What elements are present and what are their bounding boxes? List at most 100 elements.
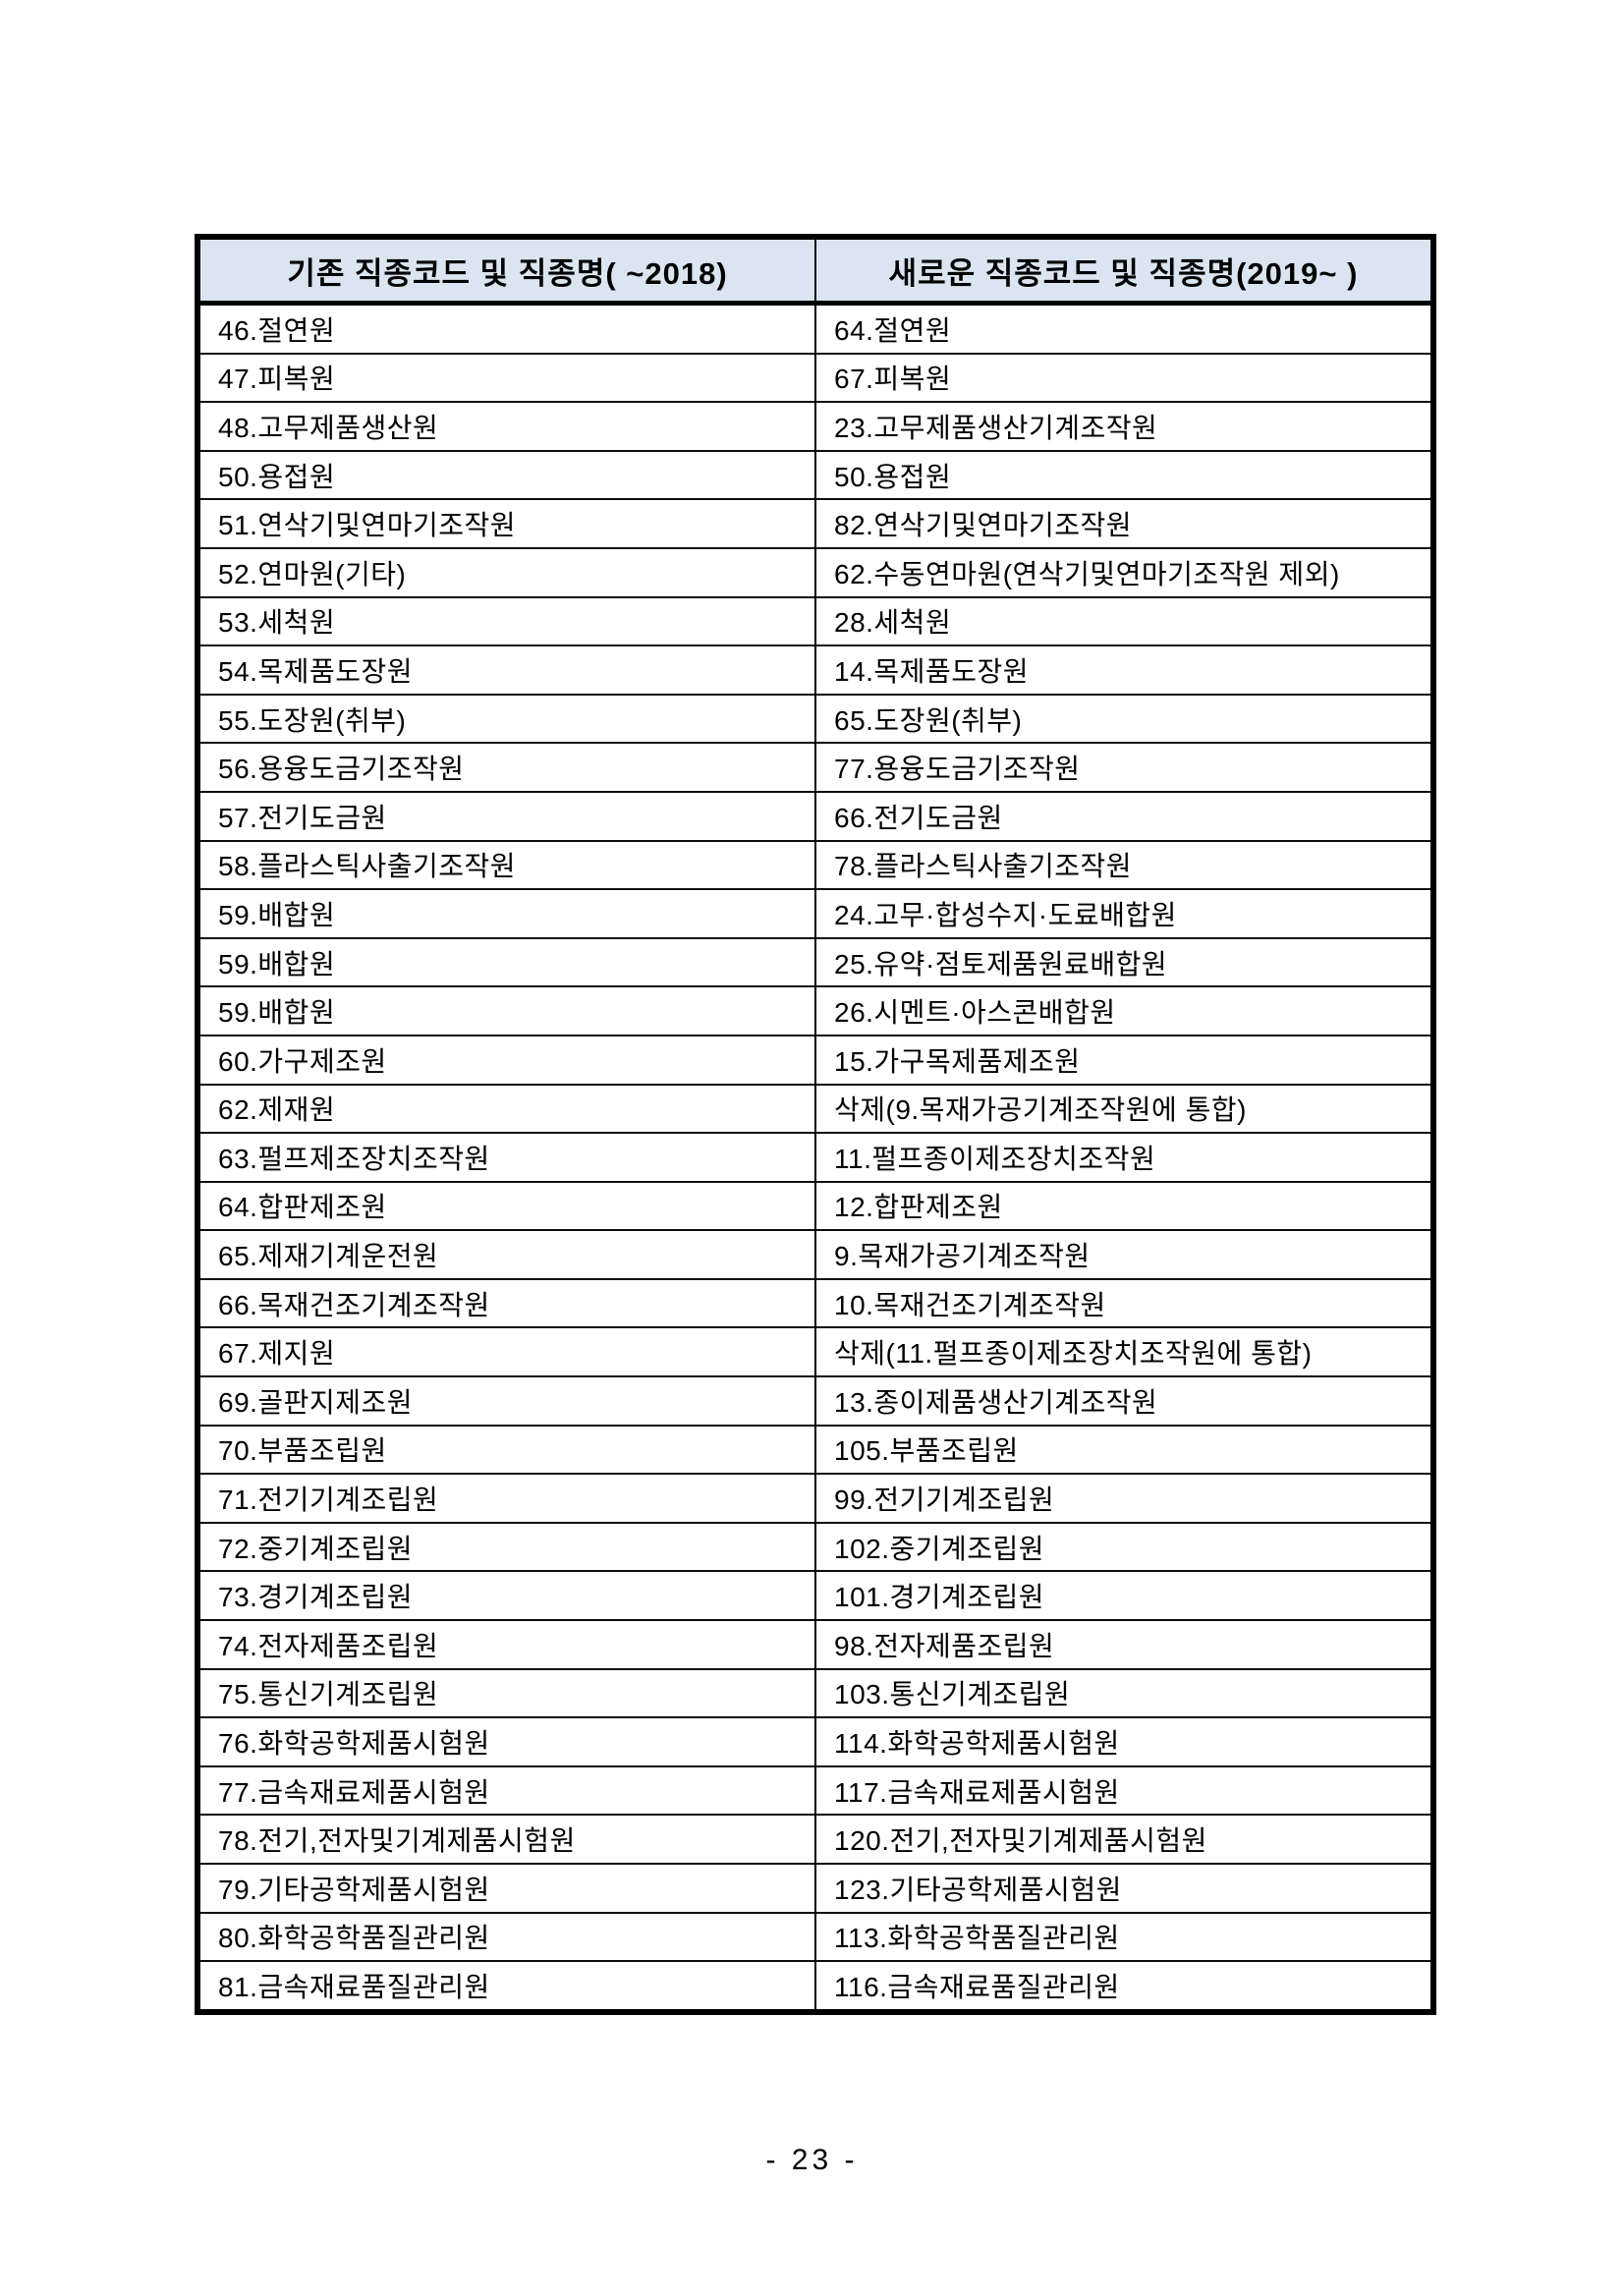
cell-old-job: 55.도장원(취부) — [197, 693, 816, 744]
cell-old-job: 47.피복원 — [197, 352, 816, 403]
cell-new-job: 26.시멘트·아스콘배합원 — [815, 985, 1433, 1036]
table-row: 74.전자제품조립원 98.전자제품조립원 — [197, 1619, 1433, 1669]
table-row: 62.제재원 삭제(9.목재가공기계조작원에 통합) — [197, 1083, 1433, 1134]
table-row: 59.배합원 24.고무·합성수지·도료배합원 — [197, 888, 1433, 938]
cell-old-job: 51.연삭기및연마기조작원 — [197, 498, 816, 548]
cell-new-job: 101.경기계조립원 — [815, 1570, 1433, 1621]
table-row: 72.중기계조립원 102.중기계조립원 — [197, 1521, 1433, 1572]
cell-old-job: 73.경기계조립원 — [197, 1570, 816, 1621]
cell-new-job: 삭제(9.목재가공기계조작원에 통합) — [815, 1083, 1433, 1134]
table-row: 76.화학공학제품시험원 114.화학공학제품시험원 — [197, 1716, 1433, 1766]
cell-new-job: 99.전기기계조립원 — [815, 1473, 1433, 1523]
cell-new-job: 78.플라스틱사출기조작원 — [815, 839, 1433, 890]
table-row: 59.배합원 26.시멘트·아스콘배합원 — [197, 985, 1433, 1036]
cell-old-job: 77.금속재료제품시험원 — [197, 1764, 816, 1816]
table-row: 50.용접원 50.용접원 — [197, 449, 1433, 500]
table-row: 51.연삭기및연마기조작원 82.연삭기및연마기조작원 — [197, 498, 1433, 548]
cell-new-job: 23.고무제품생산기계조작원 — [815, 401, 1433, 451]
cell-new-job: 64.절연원 — [834, 314, 952, 346]
cell-new-job: 103.통신기계조립원 — [815, 1667, 1433, 1718]
cell-old-job: 66.목재건조기계조작원 — [197, 1277, 816, 1328]
cell-new-job: 98.전자제품조립원 — [815, 1619, 1433, 1669]
cell-new-job: 62.수동연마원(연삭기및연마기조작원 제외) — [815, 546, 1433, 597]
cell-new-job: 9.목재가공기계조작원 — [815, 1229, 1433, 1279]
page-number: - 23 - — [765, 2144, 859, 2176]
cell-new-job: 11.펄프종이제조장치조작원 — [815, 1132, 1433, 1182]
cell-new-job: 113.화학공학품질관리원 — [815, 1911, 1433, 1962]
cell-old-job: 59.배합원 — [197, 888, 816, 938]
table-header-old-codes: 기존 직종코드 및 직종명( ~2018) — [197, 237, 816, 306]
table-row: 77.금속재료제품시험원 117.금속재료제품시험원 — [197, 1764, 1433, 1816]
table-row: 47.피복원 67.피복원 — [197, 352, 1433, 403]
cell-new-job: 삭제(11.펄프종이제조장치조작원에 통합) — [815, 1326, 1433, 1377]
cell-new-job: 82.연삭기및연마기조작원 — [815, 498, 1433, 548]
cell-new-job: 15.가구목제품제조원 — [815, 1034, 1433, 1085]
cell-old-job: 54.목제품도장원 — [197, 644, 816, 695]
cell-new-job: 50.용접원 — [815, 449, 1433, 500]
cell-old-job: 59.배합원 — [197, 936, 816, 987]
cell-old-job: 46.절연원 — [197, 303, 816, 354]
cell-old-job: 65.제재기계운전원 — [197, 1229, 816, 1279]
cell-old-job: 59.배합원 — [197, 985, 816, 1036]
cell-new-job: 10.목재건조기계조작원 — [815, 1277, 1433, 1328]
job-code-mapping-table: 기존 직종코드 및 직종명( ~2018) 새로운 직종코드 및 직종명(201… — [195, 234, 1436, 2015]
cell-new-job: 25.유약·점토제품원료배합원 — [815, 936, 1433, 987]
table-row: 63.펄프제조장치조작원 11.펄프종이제조장치조작원 — [197, 1132, 1433, 1182]
table-header-row: 기존 직종코드 및 직종명( ~2018) 새로운 직종코드 및 직종명(201… — [197, 237, 1433, 306]
cell-old-job: 64.합판제조원 — [197, 1180, 816, 1231]
cell-old-job: 60.가구제조원 — [197, 1034, 816, 1085]
table-row: 59.배합원 25.유약·점토제품원료배합원 — [197, 936, 1433, 987]
table-row: 78.전기,전자및기계제품시험원 120.전기,전자및기계제품시험원 — [197, 1814, 1433, 1864]
cell-new-job: 12.합판제조원 — [815, 1180, 1433, 1231]
cell-new-job: 117.금속재료제품시험원 — [815, 1764, 1433, 1816]
table-row: 75.통신기계조립원 103.통신기계조립원 — [197, 1667, 1433, 1718]
cell-old-job: 74.전자제품조립원 — [197, 1619, 816, 1669]
cell-old-job: 50.용접원 — [197, 449, 816, 500]
cell-old-job: 56.용융도금기조작원 — [197, 742, 816, 792]
table-row: 58.플라스틱사출기조작원 78.플라스틱사출기조작원 — [197, 839, 1433, 890]
table-row: 80.화학공학품질관리원 113.화학공학품질관리원 — [197, 1911, 1433, 1962]
cell-old-job: 71.전기기계조립원 — [197, 1473, 816, 1523]
table-row: 56.용융도금기조작원 77.용융도금기조작원 — [197, 742, 1433, 792]
cell-new-job: 14.목제품도장원 — [815, 644, 1433, 695]
cell-new-job: 120.전기,전자및기계제품시험원 — [815, 1814, 1433, 1864]
cell-old-job: 57.전기도금원 — [197, 790, 816, 841]
cell-old-job: 79.기타공학제품시험원 — [197, 1863, 816, 1913]
table-header-new-codes: 새로운 직종코드 및 직종명(2019~ ) — [815, 237, 1433, 306]
cell-old-job: 76.화학공학제품시험원 — [197, 1716, 816, 1766]
cell-new-job: 102.중기계조립원 — [815, 1521, 1433, 1572]
table-row: 66.목재건조기계조작원 10.목재건조기계조작원 — [197, 1277, 1433, 1328]
cell-old-job: 53.세척원 — [197, 595, 816, 646]
table-row: 71.전기기계조립원 99.전기기계조립원 — [197, 1473, 1433, 1523]
table-row: 48.고무제품생산원 23.고무제품생산기계조작원 — [197, 401, 1433, 451]
cell-old-job: 75.통신기계조립원 — [197, 1667, 816, 1718]
table-row: 60.가구제조원 15.가구목제품제조원 — [197, 1034, 1433, 1085]
cell-new-job: 24.고무·합성수지·도료배합원 — [815, 888, 1433, 938]
cell-old-job: 70.부품조립원 — [197, 1424, 816, 1475]
table-body: 46.절연원 64.절연원 47.피복원 67.피복원 48.고무제품생산원 23.고무제… — [197, 303, 1433, 2012]
cell-new-job: 28.세척원 — [815, 595, 1433, 646]
cell-old-job: 58.플라스틱사출기조작원 — [197, 839, 816, 890]
table-row: 55.도장원(취부) 65.도장원(취부) — [197, 693, 1433, 744]
cell-new-job: 66.전기도금원 — [815, 790, 1433, 841]
cell-new-job: 67.피복원 — [815, 352, 1433, 403]
table-row: 67.제지원 삭제(11.펄프종이제조장치조작원에 통합) — [197, 1326, 1433, 1377]
cell-new-job: 105.부품조립원 — [815, 1424, 1433, 1475]
table-row: 54.목제품도장원 14.목제품도장원 — [197, 644, 1433, 695]
cell-old-job: 48.고무제품생산원 — [197, 401, 816, 451]
table-row: 46.절연원 64.절연원 — [197, 303, 1433, 354]
table-row: 69.골판지제조원 13.종이제품생산기계조작원 — [197, 1375, 1433, 1426]
cell-old-job: 80.화학공학품질관리원 — [197, 1911, 816, 1962]
job-code-mapping-table-wrap: 기존 직종코드 및 직종명( ~2018) 새로운 직종코드 및 직종명(201… — [195, 234, 1436, 2015]
table-row: 79.기타공학제품시험원 123.기타공학제품시험원 — [197, 1863, 1433, 1913]
cell-new-job: 116.금속재료품질관리원 — [815, 1960, 1433, 2012]
cell-old-job: 78.전기,전자및기계제품시험원 — [197, 1814, 816, 1864]
table-row: 64.합판제조원 12.합판제조원 — [197, 1180, 1433, 1231]
cell-old-job: 62.제재원 — [197, 1083, 816, 1134]
table-row: 65.제재기계운전원 9.목재가공기계조작원 — [197, 1229, 1433, 1279]
table-row: 52.연마원(기타) 62.수동연마원(연삭기및연마기조작원 제외) — [197, 546, 1433, 597]
cell-new-job: 13.종이제품생산기계조작원 — [815, 1375, 1433, 1426]
table-row: 81.금속재료품질관리원 116.금속재료품질관리원 — [197, 1960, 1433, 2012]
table-row: 70.부품조립원 105.부품조립원 — [197, 1424, 1433, 1475]
